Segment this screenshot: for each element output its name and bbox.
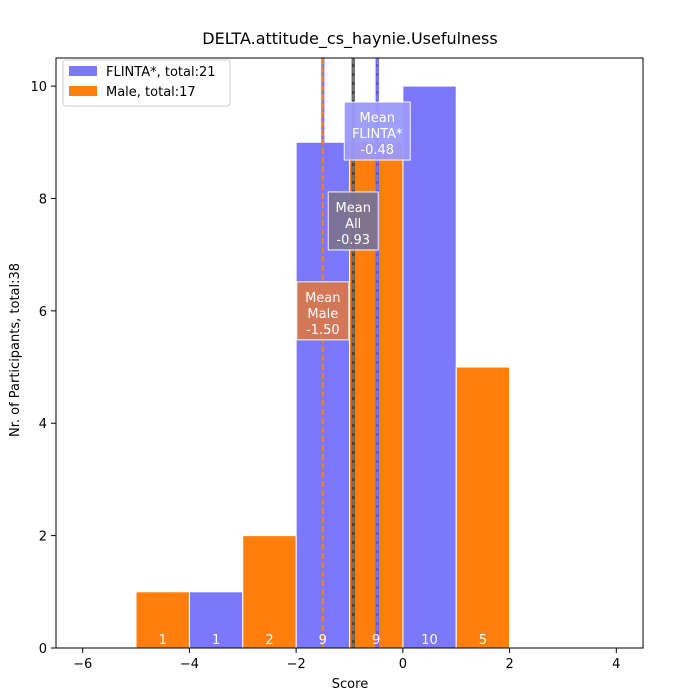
y-tick-label-3: 6 <box>39 305 47 320</box>
bar-male-3 <box>455 366 511 649</box>
x-tick-label-0: −6 <box>73 657 92 672</box>
x-axis-label: Score <box>332 677 368 692</box>
x-tick-label-3: 0 <box>399 657 407 672</box>
legend-label-flinta: FLINTA*, total:21 <box>106 65 216 80</box>
legend-box <box>62 59 231 107</box>
count-label-2: 2 <box>265 633 273 648</box>
bar-male-1 <box>242 535 297 649</box>
count-label-0: 1 <box>159 633 167 648</box>
x-tick-label-1: −4 <box>180 657 199 672</box>
mean-label-text-flinta-0: Mean <box>360 111 395 126</box>
mean-label-text-all-1: All <box>345 217 361 232</box>
count-label-3: 9 <box>319 633 327 648</box>
y-tick-label-1: 2 <box>39 530 47 545</box>
mean-label-box-flinta <box>343 101 411 161</box>
mean-label-text-male-2: -1.50 <box>306 323 340 338</box>
count-label-4: 9 <box>372 633 380 648</box>
x-ticks-group: −6 −4 −2 0 2 4 <box>73 648 620 672</box>
legend-swatch-flinta <box>69 66 97 76</box>
y-tick-label-2: 4 <box>39 417 47 432</box>
mean-label-text-all-0: Mean <box>336 201 371 216</box>
mean-label-text-flinta-2: -0.48 <box>360 143 394 158</box>
mean-label-text-male-1: Male <box>307 307 338 322</box>
x-tick-label-5: 4 <box>612 657 620 672</box>
bar-male-0 <box>135 591 190 649</box>
count-label-5: 10 <box>421 633 438 648</box>
mean-label-text-flinta-1: FLINTA* <box>352 127 403 142</box>
legend-label-male: Male, total:17 <box>106 85 196 100</box>
plot-frame <box>55 57 644 649</box>
y-tick-label-4: 8 <box>39 192 47 207</box>
bar-flinta-2 <box>402 85 457 649</box>
mean-label-text-male-0: Mean <box>305 291 340 306</box>
mean-label-box-all <box>327 191 379 251</box>
y-tick-label-0: 0 <box>39 642 47 657</box>
count-label-1: 1 <box>212 633 220 648</box>
mean-label-box-male <box>296 281 350 341</box>
y-tick-label-5: 10 <box>30 80 47 95</box>
chart-title: DELTA.attitude_cs_haynie.Usefulness <box>202 29 497 49</box>
y-axis-label: Nr. of Participants, total:38 <box>8 263 23 437</box>
x-tick-label-2: −2 <box>287 657 306 672</box>
count-labels-group: 1 1 2 9 9 10 5 <box>159 633 487 648</box>
mean-label-text-all-2: -0.93 <box>336 233 370 248</box>
x-tick-label-4: 2 <box>505 657 513 672</box>
y-ticks-group: 0 2 4 6 8 10 <box>30 80 56 657</box>
bar-flinta-0 <box>188 591 244 649</box>
count-label-6: 5 <box>479 633 487 648</box>
legend-swatch-male <box>69 86 97 96</box>
legend: FLINTA*, total:21 Male, total:17 <box>62 59 231 107</box>
